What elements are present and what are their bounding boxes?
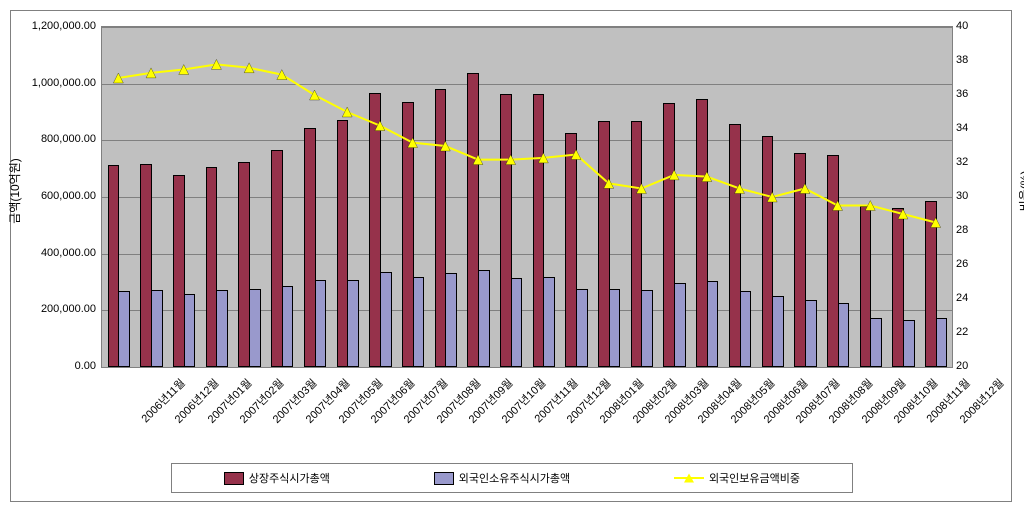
bar-series2 [118,291,130,367]
bar-series2 [805,300,817,367]
legend-swatch-series1 [224,472,244,485]
y-left-tick: 600,000.00 [21,190,96,202]
y-right-tick: 30 [956,190,996,202]
bar-series2 [609,289,621,368]
bar-series2 [707,281,719,367]
y-right-tick: 38 [956,54,996,66]
bar-series2 [674,283,686,367]
bar-series2 [543,277,555,367]
bar-series2 [216,290,228,367]
y-right-tick: 28 [956,224,996,236]
y-right-tick: 26 [956,258,996,270]
bar-series2 [511,278,523,367]
bar-series2 [870,318,882,367]
bar-series2 [478,270,490,367]
y-axis-right: 2022242628303234363840 [956,26,996,366]
bar-series2 [740,291,752,367]
y-left-tick: 0.00 [21,360,96,372]
bar-series2 [772,296,784,367]
bar-series2 [936,318,948,367]
bar-series2 [151,290,163,367]
y-left-tick: 1,000,000.00 [21,77,96,89]
y-right-tick: 32 [956,156,996,168]
bar-series2 [380,272,392,368]
y-right-tick: 20 [956,360,996,372]
bar-series2 [249,289,261,368]
bar-series2 [445,273,457,367]
plot-area [101,26,953,368]
y-right-tick: 40 [956,20,996,32]
bar-series2 [184,294,196,367]
chart-container: 금액(10억원) 비율(%) 0.00200,000.00400,000.006… [10,10,1012,502]
legend-swatch-series2 [434,472,454,485]
y-left-tick: 400,000.00 [21,247,96,259]
legend-item-series3: 외국인보유금액비중 [674,470,800,486]
bar-series2 [282,286,294,367]
bars-container [102,27,952,367]
y-left-tick: 1,200,000.00 [21,20,96,32]
y-axis-left: 0.00200,000.00400,000.00600,000.00800,00… [21,26,96,366]
legend-label-series1: 상장주식시가총액 [249,470,330,486]
x-axis: 2006년11월2006년12월2007년01월2007년02월2007년03월… [101,369,951,459]
y-right-tick: 34 [956,122,996,134]
legend-label-series3: 외국인보유금액비중 [709,470,800,486]
y-right-tick: 24 [956,292,996,304]
legend-item-series1: 상장주식시가총액 [224,470,330,486]
bar-series2 [903,320,915,367]
legend: 상장주식시가총액 외국인소유주식시가총액 외국인보유금액비중 [171,463,853,493]
bar-series2 [641,290,653,367]
legend-line-series3 [674,472,704,484]
y-left-tick: 200,000.00 [21,303,96,315]
y-right-tick: 36 [956,88,996,100]
bar-series2 [576,289,588,368]
y-axis-right-label: 비율(%) [1016,171,1024,212]
legend-label-series2: 외국인소유주식시가총액 [459,470,570,486]
y-right-tick: 22 [956,326,996,338]
y-left-tick: 800,000.00 [21,133,96,145]
bar-series2 [413,277,425,367]
legend-item-series2: 외국인소유주식시가총액 [434,470,570,486]
bar-series2 [315,280,327,367]
bar-series2 [347,280,359,367]
bar-series2 [838,303,850,367]
